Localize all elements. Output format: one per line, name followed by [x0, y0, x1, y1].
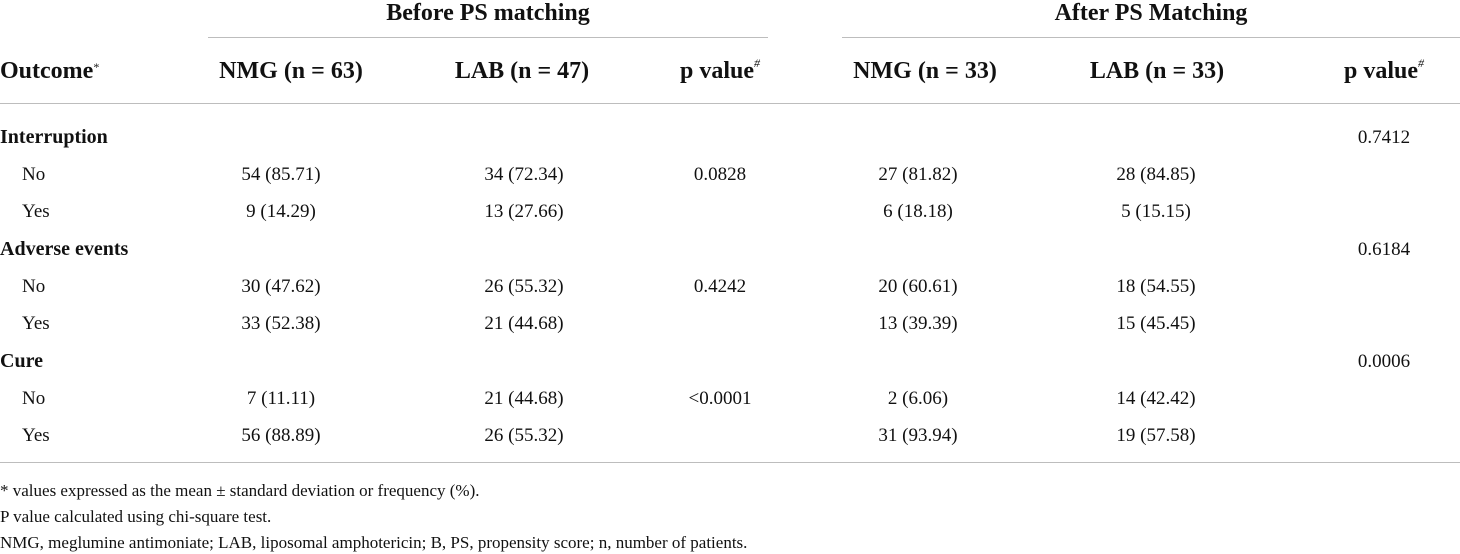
p-value-after: 0.6184: [1357, 239, 1411, 260]
nmg-before-cell: 7 (11.11): [246, 388, 316, 409]
row-label: Yes: [22, 201, 50, 222]
row-label: Yes: [22, 313, 50, 334]
p-value-after: 0.7412: [1357, 127, 1411, 148]
lab-before-cell: 13 (27.66): [484, 201, 564, 222]
nmg-before-cell: 30 (47.62): [241, 276, 321, 297]
column-header-p-before: p value#: [679, 56, 761, 84]
nmg-after-cell: 27 (81.82): [878, 164, 958, 185]
column-header-p-after: p value#: [1343, 56, 1425, 84]
section-label-cure: Cure: [0, 350, 43, 372]
footnote: * values expressed as the mean ± standar…: [0, 481, 480, 500]
nmg-after-cell: 6 (18.18): [883, 201, 953, 222]
lab-after-cell: 18 (54.55): [1116, 276, 1196, 297]
nmg-after-cell: 13 (39.39): [878, 313, 958, 334]
nmg-before-cell: 33 (52.38): [241, 313, 321, 334]
lab-after-cell: 15 (45.45): [1116, 313, 1196, 334]
p-value-after: 0.0006: [1357, 351, 1411, 372]
group-header-after: After PS Matching: [1054, 0, 1248, 26]
row-label: No: [22, 164, 46, 185]
footnote: NMG, meglumine antimoniate; LAB, liposom…: [0, 533, 748, 552]
header-rule: [0, 103, 1460, 104]
group-rule-after: [842, 37, 1460, 38]
lab-before-cell: 26 (55.32): [484, 425, 564, 446]
column-header-outcome: Outcome*: [0, 58, 100, 84]
lab-after-cell: 28 (84.85): [1116, 164, 1196, 185]
lab-before-cell: 26 (55.32): [484, 276, 564, 297]
footnote: P value calculated using chi-square test…: [0, 507, 272, 526]
section-label-interruption: Interruption: [0, 126, 108, 148]
nmg-before-cell: 54 (85.71): [241, 164, 321, 185]
lab-after-cell: 5 (15.15): [1121, 201, 1191, 222]
lab-after-cell: 14 (42.42): [1116, 388, 1196, 409]
nmg-before-cell: 9 (14.29): [246, 201, 316, 222]
p-value-before: 0.4242: [693, 276, 747, 297]
column-header-lab-before: LAB (n = 47): [454, 58, 590, 84]
nmg-before-cell: 56 (88.89): [241, 425, 321, 446]
lab-before-cell: 21 (44.68): [484, 388, 564, 409]
lab-before-cell: 34 (72.34): [484, 164, 564, 185]
p-value-before: <0.0001: [688, 388, 752, 409]
lab-before-cell: 21 (44.68): [484, 313, 564, 334]
p-value-before: 0.0828: [693, 164, 747, 185]
nmg-after-cell: 2 (6.06): [887, 388, 949, 409]
column-header-nmg-after: NMG (n = 33): [853, 58, 997, 84]
row-label: Yes: [22, 425, 50, 446]
nmg-after-cell: 31 (93.94): [878, 425, 958, 446]
column-header-lab-after: LAB (n = 33): [1089, 58, 1225, 84]
nmg-after-cell: 20 (60.61): [878, 276, 958, 297]
section-label-adverse-events: Adverse events: [0, 238, 129, 260]
lab-after-cell: 19 (57.58): [1116, 425, 1196, 446]
row-label: No: [22, 276, 46, 297]
column-header-nmg-before: NMG (n = 63): [219, 58, 363, 84]
row-label: No: [22, 388, 46, 409]
group-header-before: Before PS matching: [386, 0, 590, 26]
group-rule-before: [208, 37, 768, 38]
bottom-rule: [0, 462, 1460, 463]
